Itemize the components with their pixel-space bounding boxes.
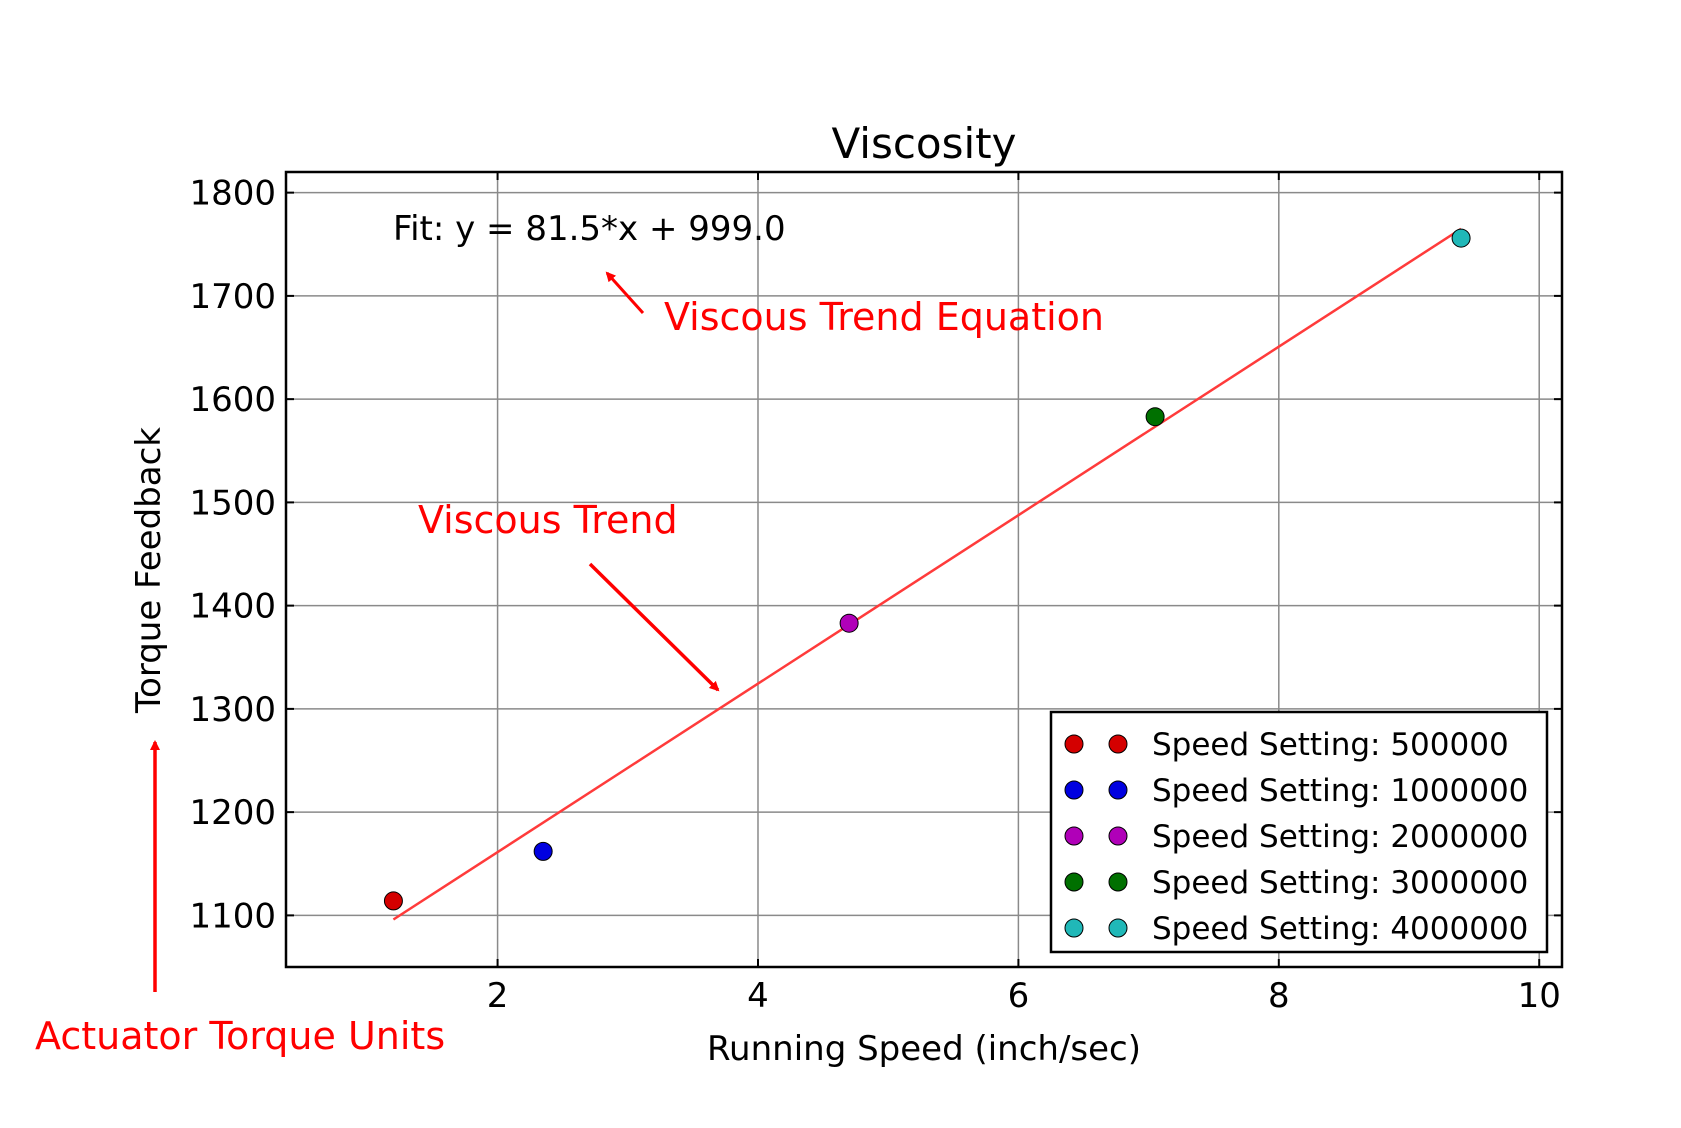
data-point [1145,407,1165,427]
x-axis-label: Running Speed (inch/sec) [707,1029,1141,1069]
trend-arrow [588,562,720,692]
x-tick-label: 6 [1008,976,1030,1016]
legend-items: Speed Setting: 500000 Speed Setting: 1000… [1064,727,1528,947]
legend-label: Speed Setting: 2000000 [1152,819,1528,855]
legend-marker [1108,734,1128,754]
legend-marker [1108,780,1128,800]
legend-marker [1064,734,1084,754]
y-tick-label: 1600 [189,380,276,420]
plot-frame [284,170,1564,969]
x-tick-label: 8 [1268,976,1290,1016]
data-points-layer [383,228,1471,911]
y-axis-label: Torque Feedback [129,427,169,714]
legend: Speed Setting: 500000 Speed Setting: 1000… [1049,710,1549,954]
y-tick-label: 1100 [189,896,276,936]
legend-box [1049,710,1549,954]
x-tick-label: 2 [487,976,509,1016]
legend-marker [1064,780,1084,800]
x-tick-label: 4 [747,976,769,1016]
y-tick-label: 1300 [189,690,276,730]
legend-marker [1108,826,1128,846]
legend-marker [1108,918,1128,938]
legend-marker [1064,826,1084,846]
x-tick-label: 10 [1518,976,1561,1016]
data-point [533,841,553,861]
y-tick-label: 1400 [189,587,276,627]
legend-label: Speed Setting: 1000000 [1152,773,1528,809]
legend-label: Speed Setting: 4000000 [1152,911,1528,947]
y-tick-label: 1800 [189,174,276,214]
legend-marker [1108,872,1128,892]
legend-label: Speed Setting: 500000 [1152,727,1509,763]
data-point [839,613,859,633]
fit-equation-label: Fit: y = 81.5*x + 999.0 [393,209,786,249]
y-tick-label: 1500 [189,483,276,523]
fit-line [392,227,1462,921]
chart-title: Viscosity [831,119,1016,168]
fit-line-layer [392,227,1462,921]
annotation-trend-equation: Viscous Trend Equation [664,295,1104,339]
grid [286,172,1562,967]
y-tick-label: 1700 [189,277,276,317]
annotation-viscous-trend: Viscous Trend [418,498,678,542]
y-tick-label: 1200 [189,793,276,833]
tick-labels: 2 4 6 8 10 1100 1200 1300 1400 1500 1600 1700 1800 [189,172,1562,1016]
data-point [383,891,403,911]
annotation-torque-units: Actuator Torque Units [35,1014,445,1058]
legend-marker [1064,918,1084,938]
data-point [1451,228,1471,248]
legend-marker [1064,872,1084,892]
legend-label: Speed Setting: 3000000 [1152,865,1528,901]
equation-arrow [605,271,645,315]
